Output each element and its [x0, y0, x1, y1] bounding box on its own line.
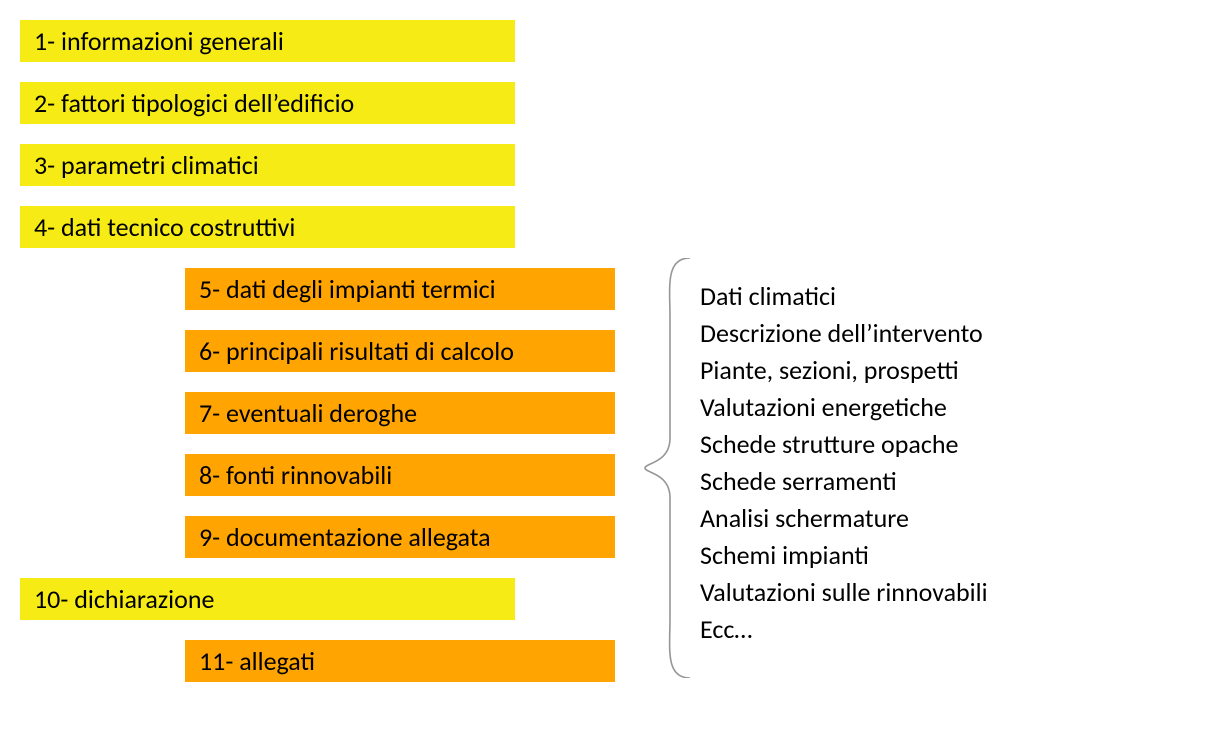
bar-1: 1- informazioni generali	[20, 20, 515, 62]
bar-label: 4- dati tecnico costruttivi	[34, 214, 295, 240]
side-list-item: Analisi schermature	[700, 500, 988, 537]
diagram-stage: 1- informazioni generali 2- fattori tipol…	[0, 0, 1214, 742]
side-list-item: Descrizione dell’intervento	[700, 315, 988, 352]
bar-2: 2- fattori tipologici dell’edificio	[20, 82, 515, 124]
bar-5: 5- dati degli impianti termici	[185, 268, 615, 310]
side-list-item: Valutazioni sulle rinnovabili	[700, 574, 988, 611]
bar-7: 7- eventuali deroghe	[185, 392, 615, 434]
bar-label: 9- documentazione allegata	[199, 524, 491, 550]
side-list-item: Ecc…	[700, 611, 988, 648]
bar-8: 8- fonti rinnovabili	[185, 454, 615, 496]
side-list: Dati climatici Descrizione dell’interven…	[700, 278, 988, 648]
bar-10: 10- dichiarazione	[20, 578, 515, 620]
side-list-item: Dati climatici	[700, 278, 988, 315]
bar-label: 7- eventuali deroghe	[199, 400, 417, 426]
side-list-item: Schemi impianti	[700, 537, 988, 574]
bar-label: 11- allegati	[199, 648, 315, 674]
bar-3: 3- parametri climatici	[20, 144, 515, 186]
bar-4: 4- dati tecnico costruttivi	[20, 206, 515, 248]
bar-label: 6- principali risultati di calcolo	[199, 338, 514, 364]
bar-11: 11- allegati	[185, 640, 615, 682]
bar-6: 6- principali risultati di calcolo	[185, 330, 615, 372]
curly-brace-icon	[640, 258, 700, 678]
bar-label: 1- informazioni generali	[34, 28, 284, 54]
bar-label: 3- parametri climatici	[34, 152, 259, 178]
side-list-item: Valutazioni energetiche	[700, 389, 988, 426]
bar-label: 2- fattori tipologici dell’edificio	[34, 90, 354, 116]
side-list-item: Schede serramenti	[700, 463, 988, 500]
bar-label: 5- dati degli impianti termici	[199, 276, 496, 302]
bar-9: 9- documentazione allegata	[185, 516, 615, 558]
side-list-item: Schede strutture opache	[700, 426, 988, 463]
side-list-item: Piante, sezioni, prospetti	[700, 352, 988, 389]
bar-label: 8- fonti rinnovabili	[199, 462, 392, 488]
bar-label: 10- dichiarazione	[34, 586, 214, 612]
